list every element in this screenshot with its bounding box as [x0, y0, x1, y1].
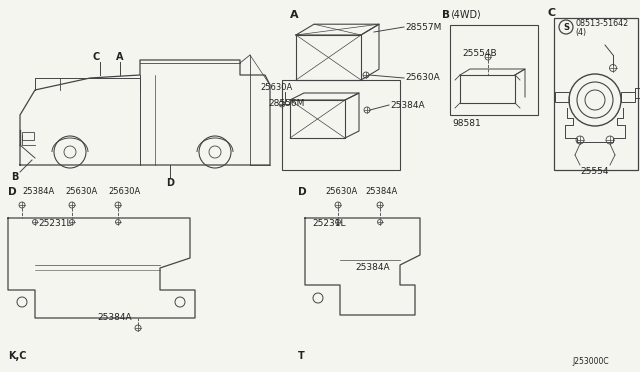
Text: 08513-51642: 08513-51642 [575, 19, 628, 29]
Text: 25630A: 25630A [260, 83, 292, 93]
Text: S: S [563, 22, 569, 32]
Text: D: D [8, 187, 17, 197]
Text: C: C [548, 8, 556, 18]
Text: 25231L: 25231L [312, 219, 346, 228]
Bar [554, 18, 638, 170]
Text: 25554: 25554 [580, 167, 609, 176]
Text: J253000C: J253000C [572, 357, 609, 366]
Text: 25231L: 25231L [38, 219, 72, 228]
Text: 28556M: 28556M [268, 99, 305, 109]
Text: 25630A: 25630A [325, 187, 357, 196]
Text: 25384A: 25384A [355, 263, 390, 273]
Text: A: A [290, 10, 299, 20]
Text: B: B [442, 10, 450, 20]
Text: 28557M: 28557M [405, 22, 442, 32]
Text: (4): (4) [575, 29, 586, 38]
Text: T: T [298, 351, 305, 361]
Text: A: A [116, 52, 124, 62]
Text: 25630A: 25630A [65, 187, 97, 196]
Text: 25630A: 25630A [405, 74, 440, 83]
Text: D: D [166, 178, 174, 188]
Text: 98581: 98581 [452, 119, 481, 128]
Text: 25554B: 25554B [462, 48, 497, 58]
Bar [450, 25, 538, 115]
Bar [555, 92, 569, 102]
Text: 25384A: 25384A [365, 187, 397, 196]
Text: ⟨4WD⟩: ⟨4WD⟩ [450, 10, 481, 20]
Text: D: D [298, 187, 307, 197]
Bar [282, 80, 400, 170]
Text: 25630A: 25630A [108, 187, 140, 196]
Text: 25384A: 25384A [22, 187, 54, 196]
Text: 25384A: 25384A [390, 100, 424, 109]
Text: B: B [12, 172, 19, 182]
Text: C: C [92, 52, 100, 62]
Text: 25384A: 25384A [98, 314, 132, 323]
Bar [621, 92, 635, 102]
Bar [22, 132, 34, 140]
Text: K,C: K,C [8, 351, 26, 361]
